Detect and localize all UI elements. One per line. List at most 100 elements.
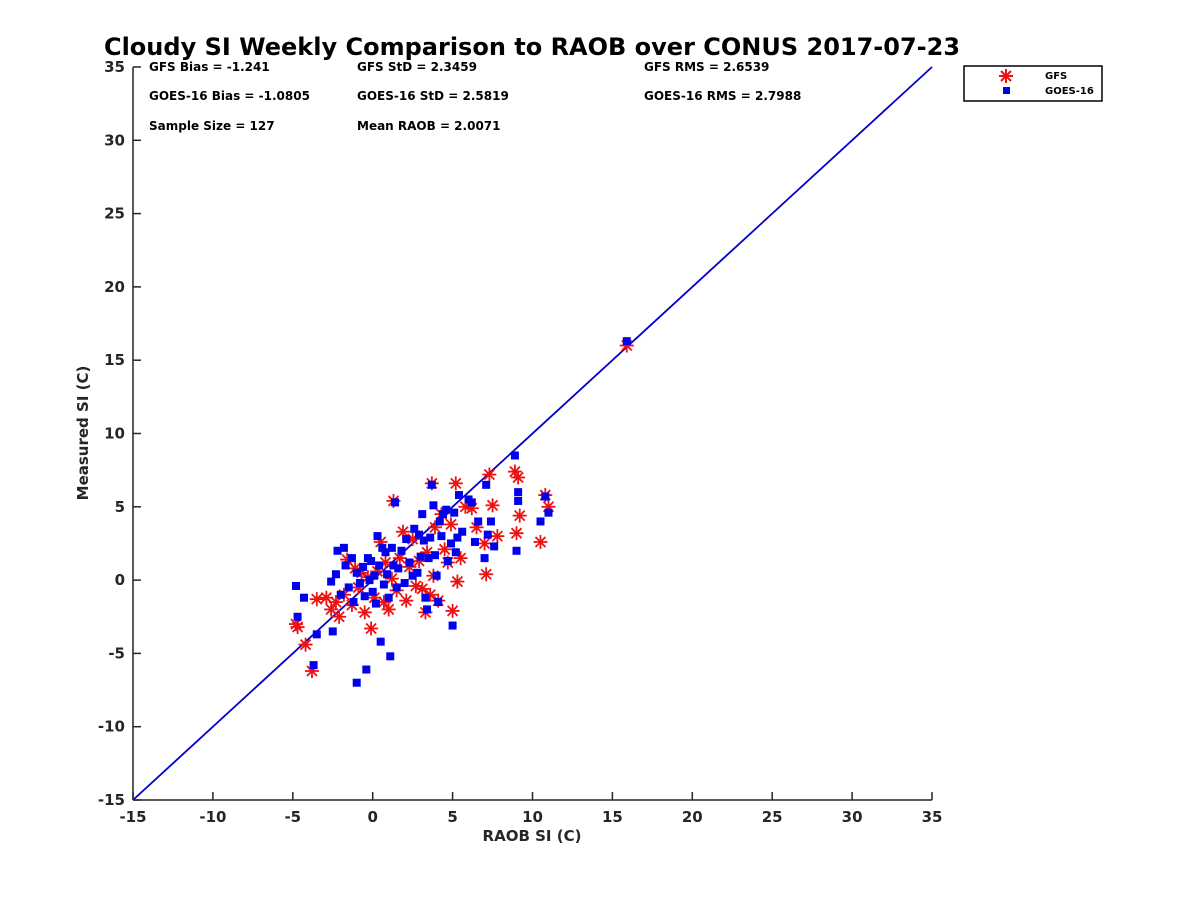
goes-16-point	[480, 554, 489, 563]
goes-16-point	[490, 542, 499, 551]
gfs-point	[444, 517, 459, 532]
goes-16-point	[352, 568, 361, 577]
gfs-point	[399, 593, 414, 608]
gfs-point	[290, 620, 305, 635]
goes-16-point	[443, 557, 452, 566]
goes-16-point	[470, 537, 479, 546]
goes-16-point	[349, 598, 358, 607]
stat-gfs-std: GFS StD = 2.3459	[357, 60, 477, 74]
goes-16-point	[541, 492, 550, 501]
y-tick-label: 20	[104, 278, 125, 296]
goes-16-point	[435, 517, 444, 526]
goes-16-point	[421, 593, 430, 602]
gfs-point	[448, 476, 463, 491]
goes-16-point	[339, 543, 348, 552]
goes-16-point	[431, 551, 440, 560]
goes-16-point	[442, 505, 451, 514]
goes-16-point	[536, 517, 545, 526]
gfs-point	[533, 534, 548, 549]
y-tick-label: 5	[115, 498, 125, 516]
goes-16-point	[483, 530, 492, 539]
series-gfs-points	[288, 338, 634, 678]
goes-16-point	[370, 571, 379, 580]
goes-16-point	[622, 337, 631, 346]
goes-16-point	[512, 546, 521, 555]
goes-16-point	[427, 480, 436, 489]
legend-goes-label: GOES-16	[1045, 86, 1094, 97]
goes-16-point	[389, 561, 398, 570]
goes-16-point	[373, 532, 382, 541]
goes-16-point	[341, 561, 350, 570]
goes-16-point	[328, 627, 337, 636]
goes-16-point	[426, 533, 435, 542]
x-tick-label: 20	[682, 808, 703, 826]
x-axis-label: RAOB SI (C)	[483, 827, 582, 845]
y-tick-label: 25	[104, 205, 125, 223]
y-tick-label: -15	[98, 791, 125, 809]
goes-16-point	[416, 552, 425, 561]
goes-16-point	[362, 665, 371, 674]
goes-16-point	[418, 510, 427, 519]
goes-16-point	[514, 496, 523, 505]
gfs-point	[328, 595, 343, 610]
goes-16-point	[392, 583, 401, 592]
goes-16-point	[379, 580, 388, 589]
gfs-point	[509, 526, 524, 541]
goes-16-point	[450, 508, 459, 517]
goes-16-point	[434, 598, 443, 607]
goes-16-point	[405, 558, 414, 567]
series-goes-16-points	[291, 337, 631, 687]
stat-gfs-bias: GFS Bias = -1.241	[149, 60, 270, 74]
x-tick-label: 30	[842, 808, 863, 826]
y-axis-label: Measured SI (C)	[74, 366, 92, 501]
goes-16-point	[371, 599, 380, 608]
stat-sample-size: Sample Size = 127	[149, 119, 275, 133]
goes-16-point	[429, 501, 438, 510]
one-to-one-line	[132, 66, 933, 801]
goes-16-point	[355, 579, 364, 588]
y-tick-label: 30	[104, 131, 125, 149]
goes-16-point	[367, 557, 376, 566]
legend-gfs-marker	[999, 69, 1013, 83]
goes-16-point	[384, 593, 393, 602]
goes-16-point	[383, 570, 392, 579]
goes-16-point	[424, 554, 433, 563]
goes-16-point	[333, 546, 342, 555]
goes-16-point	[437, 532, 446, 541]
gfs-point	[479, 567, 494, 582]
goes-16-point	[482, 480, 491, 489]
goes-16-point	[413, 568, 422, 577]
legend-gfs-label: GFS	[1045, 71, 1067, 82]
x-tick-label: -5	[284, 808, 301, 826]
goes-16-point	[453, 533, 462, 542]
goes-16-point	[381, 548, 390, 557]
gfs-point	[485, 498, 500, 513]
legend-box	[963, 65, 1103, 102]
goes-16-point	[293, 612, 302, 621]
goes-16-point	[408, 571, 417, 580]
goes-16-point	[327, 577, 336, 586]
goes-16-point	[432, 571, 441, 580]
x-tick-label: -15	[119, 808, 146, 826]
goes-16-point	[514, 488, 523, 497]
plot-area: -15 -10 -5 0 5 10 15 20 25 30 35 -15 -10 -5 0 5 10 15 20 2…	[98, 58, 943, 826]
goes-16-point	[415, 530, 424, 539]
stat-goes-bias: GOES-16 Bias = -1.0805	[149, 89, 310, 103]
x-tick-label: 35	[922, 808, 943, 826]
gfs-point	[437, 542, 452, 557]
gfs-point	[450, 574, 465, 589]
gfs-point	[381, 602, 396, 617]
goes-16-point	[423, 605, 432, 614]
stat-goes-rms: GOES-16 RMS = 2.7988	[644, 89, 801, 103]
gfs-point	[298, 637, 313, 652]
goes-16-point	[391, 498, 400, 507]
y-ticks: -15 -10 -5 0 5 10 15 20 25 30 35	[98, 58, 141, 809]
goes-16-point	[368, 587, 377, 596]
gfs-point	[490, 529, 505, 544]
gfs-point	[511, 470, 526, 485]
gfs-point	[384, 571, 399, 586]
goes-16-point	[309, 661, 318, 670]
goes-16-point	[378, 543, 387, 552]
gfs-point	[445, 603, 460, 618]
